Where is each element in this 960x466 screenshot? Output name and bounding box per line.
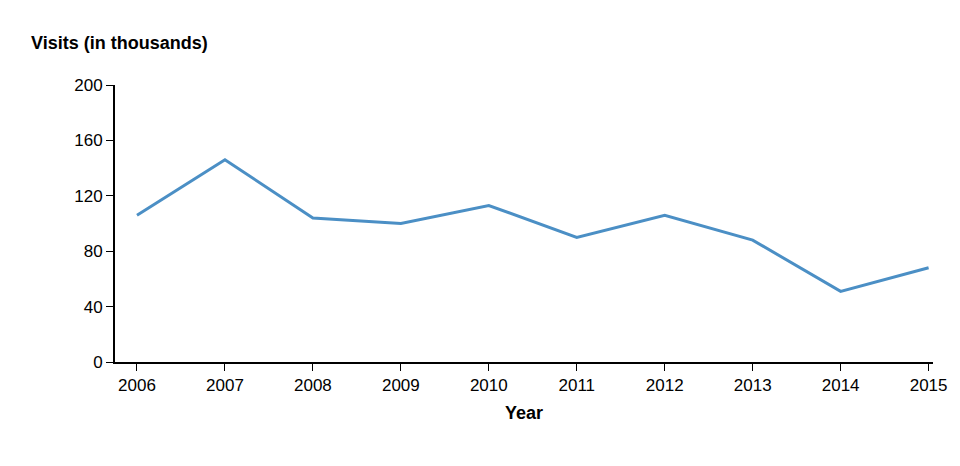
svg-text:80: 80 bbox=[84, 242, 103, 261]
svg-text:2015: 2015 bbox=[910, 376, 948, 395]
svg-text:2009: 2009 bbox=[382, 376, 420, 395]
svg-text:2014: 2014 bbox=[822, 376, 860, 395]
svg-text:2006: 2006 bbox=[118, 376, 156, 395]
svg-text:200: 200 bbox=[74, 76, 102, 95]
svg-text:160: 160 bbox=[74, 131, 102, 150]
svg-text:2010: 2010 bbox=[470, 376, 508, 395]
svg-text:2011: 2011 bbox=[558, 376, 595, 395]
svg-text:2007: 2007 bbox=[206, 376, 244, 395]
svg-text:Year: Year bbox=[505, 403, 543, 423]
svg-text:40: 40 bbox=[84, 298, 103, 317]
svg-text:2013: 2013 bbox=[734, 376, 772, 395]
svg-text:2008: 2008 bbox=[294, 376, 332, 395]
svg-text:120: 120 bbox=[74, 187, 102, 206]
svg-text:Visits (in thousands): Visits (in thousands) bbox=[31, 33, 208, 53]
svg-text:0: 0 bbox=[93, 353, 102, 372]
svg-text:2012: 2012 bbox=[646, 376, 684, 395]
